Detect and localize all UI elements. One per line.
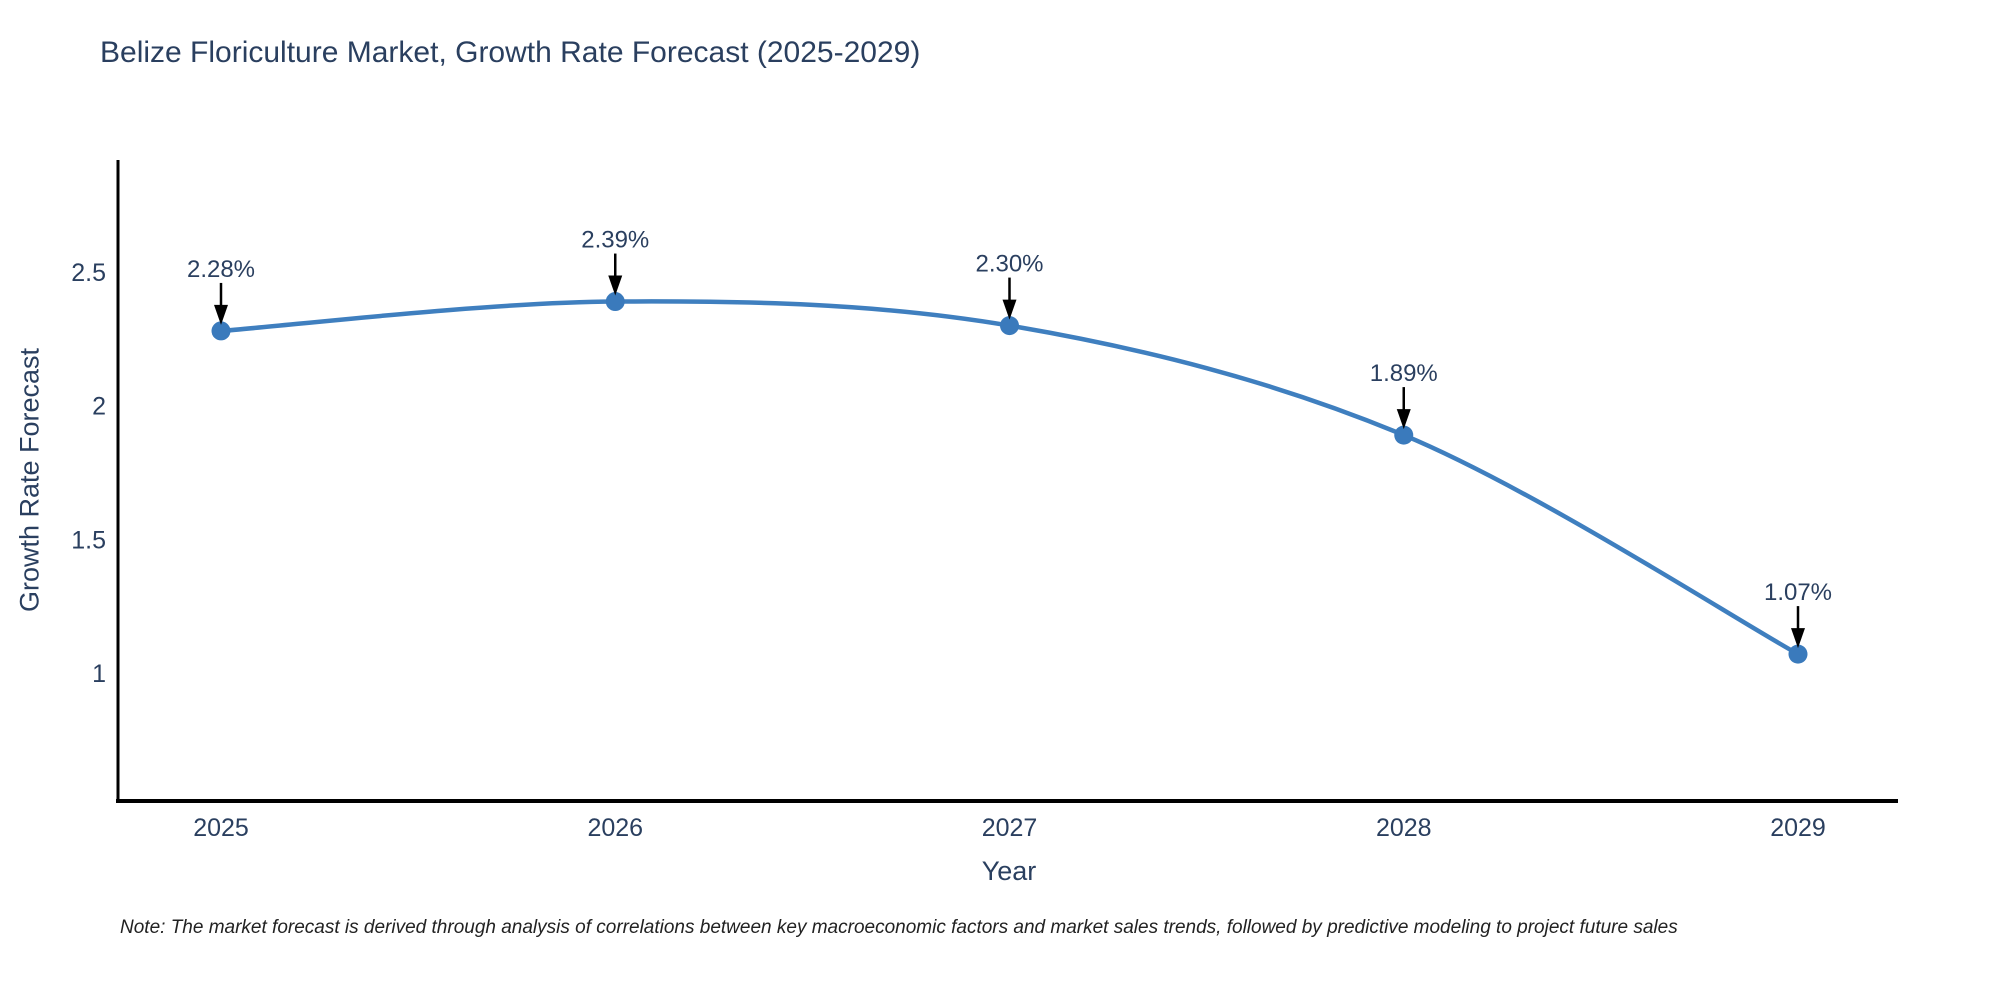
- x-tick-label: 2029: [1770, 814, 1826, 842]
- x-axis-title: Year: [981, 856, 1037, 886]
- y-tick-label: 1.5: [71, 526, 106, 554]
- y-tick-label: 1: [92, 660, 106, 688]
- y-axis-title: Growth Rate Forecast: [14, 347, 45, 613]
- x-tick-label: 2028: [1376, 814, 1432, 842]
- point-value-label: 2.39%: [581, 227, 649, 254]
- y-tick-label: 2.5: [71, 259, 106, 287]
- x-tick-label: 2027: [982, 814, 1038, 842]
- point-value-label: 1.89%: [1370, 360, 1438, 387]
- annotation-arrow-head: [608, 275, 623, 296]
- data-point-2027: [1000, 316, 1019, 336]
- annotation-arrow-head: [214, 304, 228, 325]
- x-tick-label: 2026: [587, 814, 643, 842]
- point-value-label: 2.28%: [187, 256, 255, 283]
- data-point-2028: [1394, 425, 1414, 445]
- y-tick-label: 2: [92, 393, 106, 421]
- chart-title: Belize Floriculture Market, Growth Rate …: [100, 36, 921, 69]
- x-tick-label: 2025: [193, 814, 249, 842]
- point-value-label: 2.30%: [975, 251, 1043, 278]
- growth-rate-trend-line: [218, 299, 1801, 657]
- annotation-arrow-head: [1396, 409, 1411, 430]
- annotation-arrow-head: [1791, 628, 1805, 649]
- point-value-label: 1.07%: [1764, 579, 1832, 606]
- data-point-2029: [1788, 644, 1808, 664]
- data-point-2025: [211, 321, 231, 341]
- annotation-arrow-head: [1002, 299, 1017, 320]
- data-point-2026: [605, 292, 625, 312]
- forecast-methodology-note: Note: The market forecast is derived thr…: [120, 917, 1678, 938]
